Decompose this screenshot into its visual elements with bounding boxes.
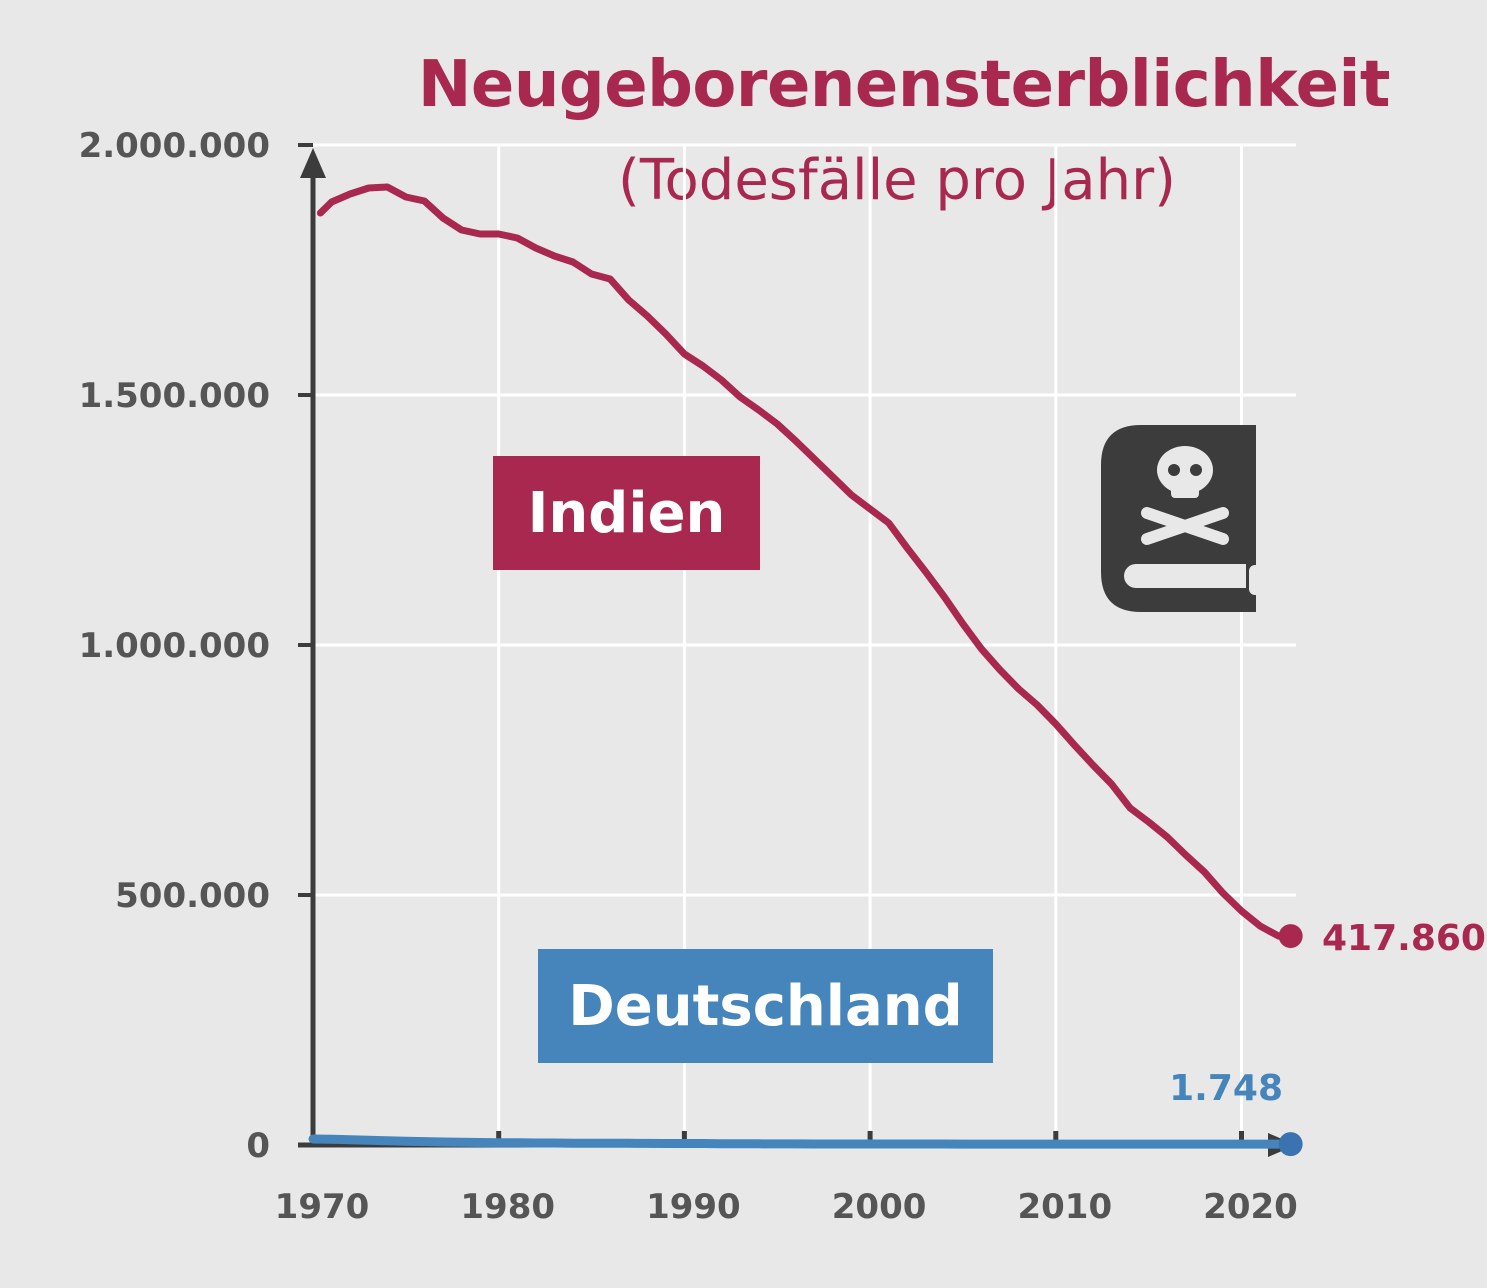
series-line-0 xyxy=(316,183,1283,940)
chart-title: Neugeborenensterblichkeit xyxy=(417,48,1391,122)
x-tick-label: 2010 xyxy=(1017,1187,1112,1227)
y-tick-label: 2.000.000 xyxy=(79,126,270,166)
legend-label-indien: Indien xyxy=(493,456,760,570)
legend-label-deutschland: Deutschland xyxy=(538,949,993,1063)
x-tick-label: 1990 xyxy=(646,1187,741,1227)
x-tick-label: 2020 xyxy=(1203,1187,1298,1227)
x-tick-label: 2000 xyxy=(832,1187,927,1227)
series-line-1 xyxy=(308,1134,1284,1149)
series-end-label-0: 417.860 xyxy=(1322,918,1486,959)
series-end-label-1: 1.748 xyxy=(1169,1068,1283,1109)
y-tick-label: 1.500.000 xyxy=(79,376,270,416)
y-tick-label: 500.000 xyxy=(115,876,270,916)
poison-book-icon xyxy=(1101,425,1261,612)
x-tick-label: 1970 xyxy=(275,1187,370,1227)
chart-subtitle: (Todesfälle pro Jahr) xyxy=(618,148,1176,213)
y-tick-label: 1.000.000 xyxy=(79,626,270,666)
x-tick-label: 1980 xyxy=(460,1187,555,1227)
series-endpoint-0 xyxy=(1278,924,1303,949)
y-tick-label: 0 xyxy=(246,1126,270,1166)
series-endpoint-1 xyxy=(1278,1132,1303,1157)
y-axis-arrow xyxy=(300,148,326,178)
